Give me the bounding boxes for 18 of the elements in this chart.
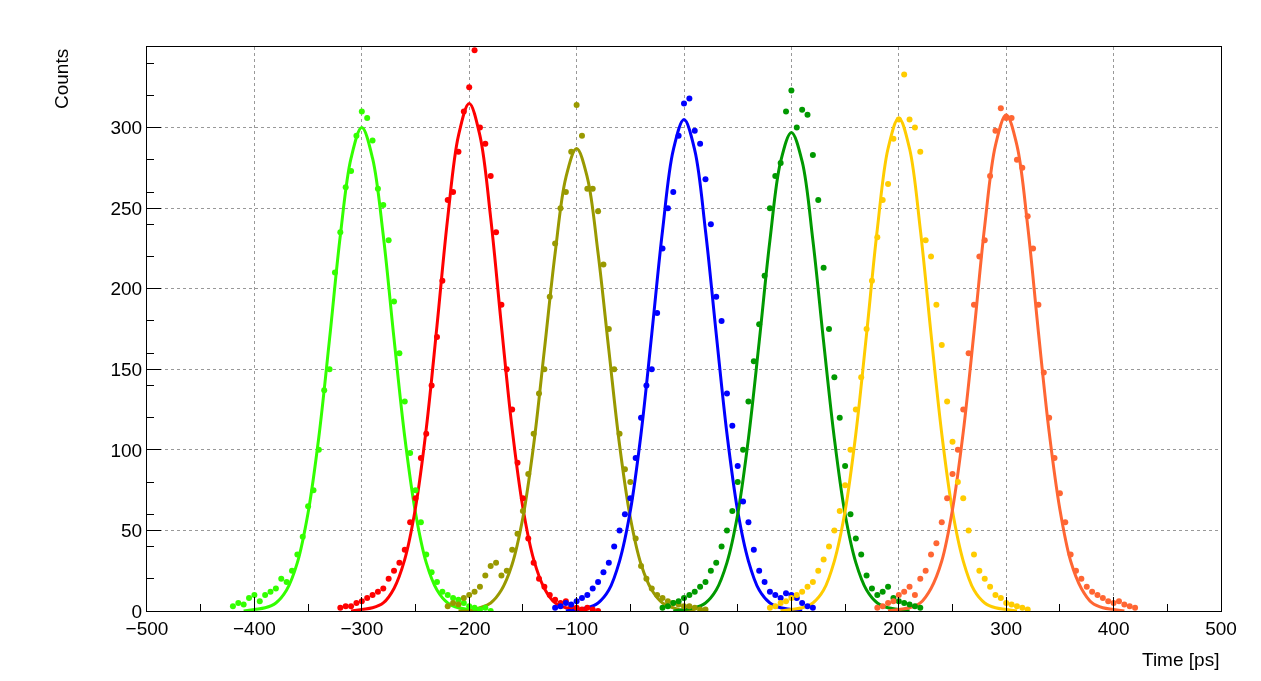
x-tick-label: 400: [1097, 617, 1130, 639]
x-axis-title: Time [ps]: [1142, 649, 1220, 670]
y-tick-label: 100: [110, 439, 143, 461]
x-tick-label: 100: [775, 617, 808, 639]
x-tick-label: −100: [555, 617, 598, 639]
y-tick-label: 50: [121, 520, 143, 542]
y-tick-label: 200: [110, 278, 143, 300]
x-tick-label: 200: [882, 617, 915, 639]
y-tick-label: 300: [110, 117, 143, 139]
y-axis-title: Counts: [51, 48, 72, 109]
x-tick-label: 500: [1205, 617, 1237, 639]
x-tick-label: −200: [447, 617, 491, 639]
x-tick-label: 300: [990, 617, 1023, 639]
x-tick-label: −400: [233, 617, 276, 639]
y-tick-label: 250: [110, 197, 143, 219]
y-tick-label: 150: [110, 358, 143, 380]
x-tick-label: 0: [678, 617, 690, 639]
x-tick-label: −300: [340, 617, 384, 639]
